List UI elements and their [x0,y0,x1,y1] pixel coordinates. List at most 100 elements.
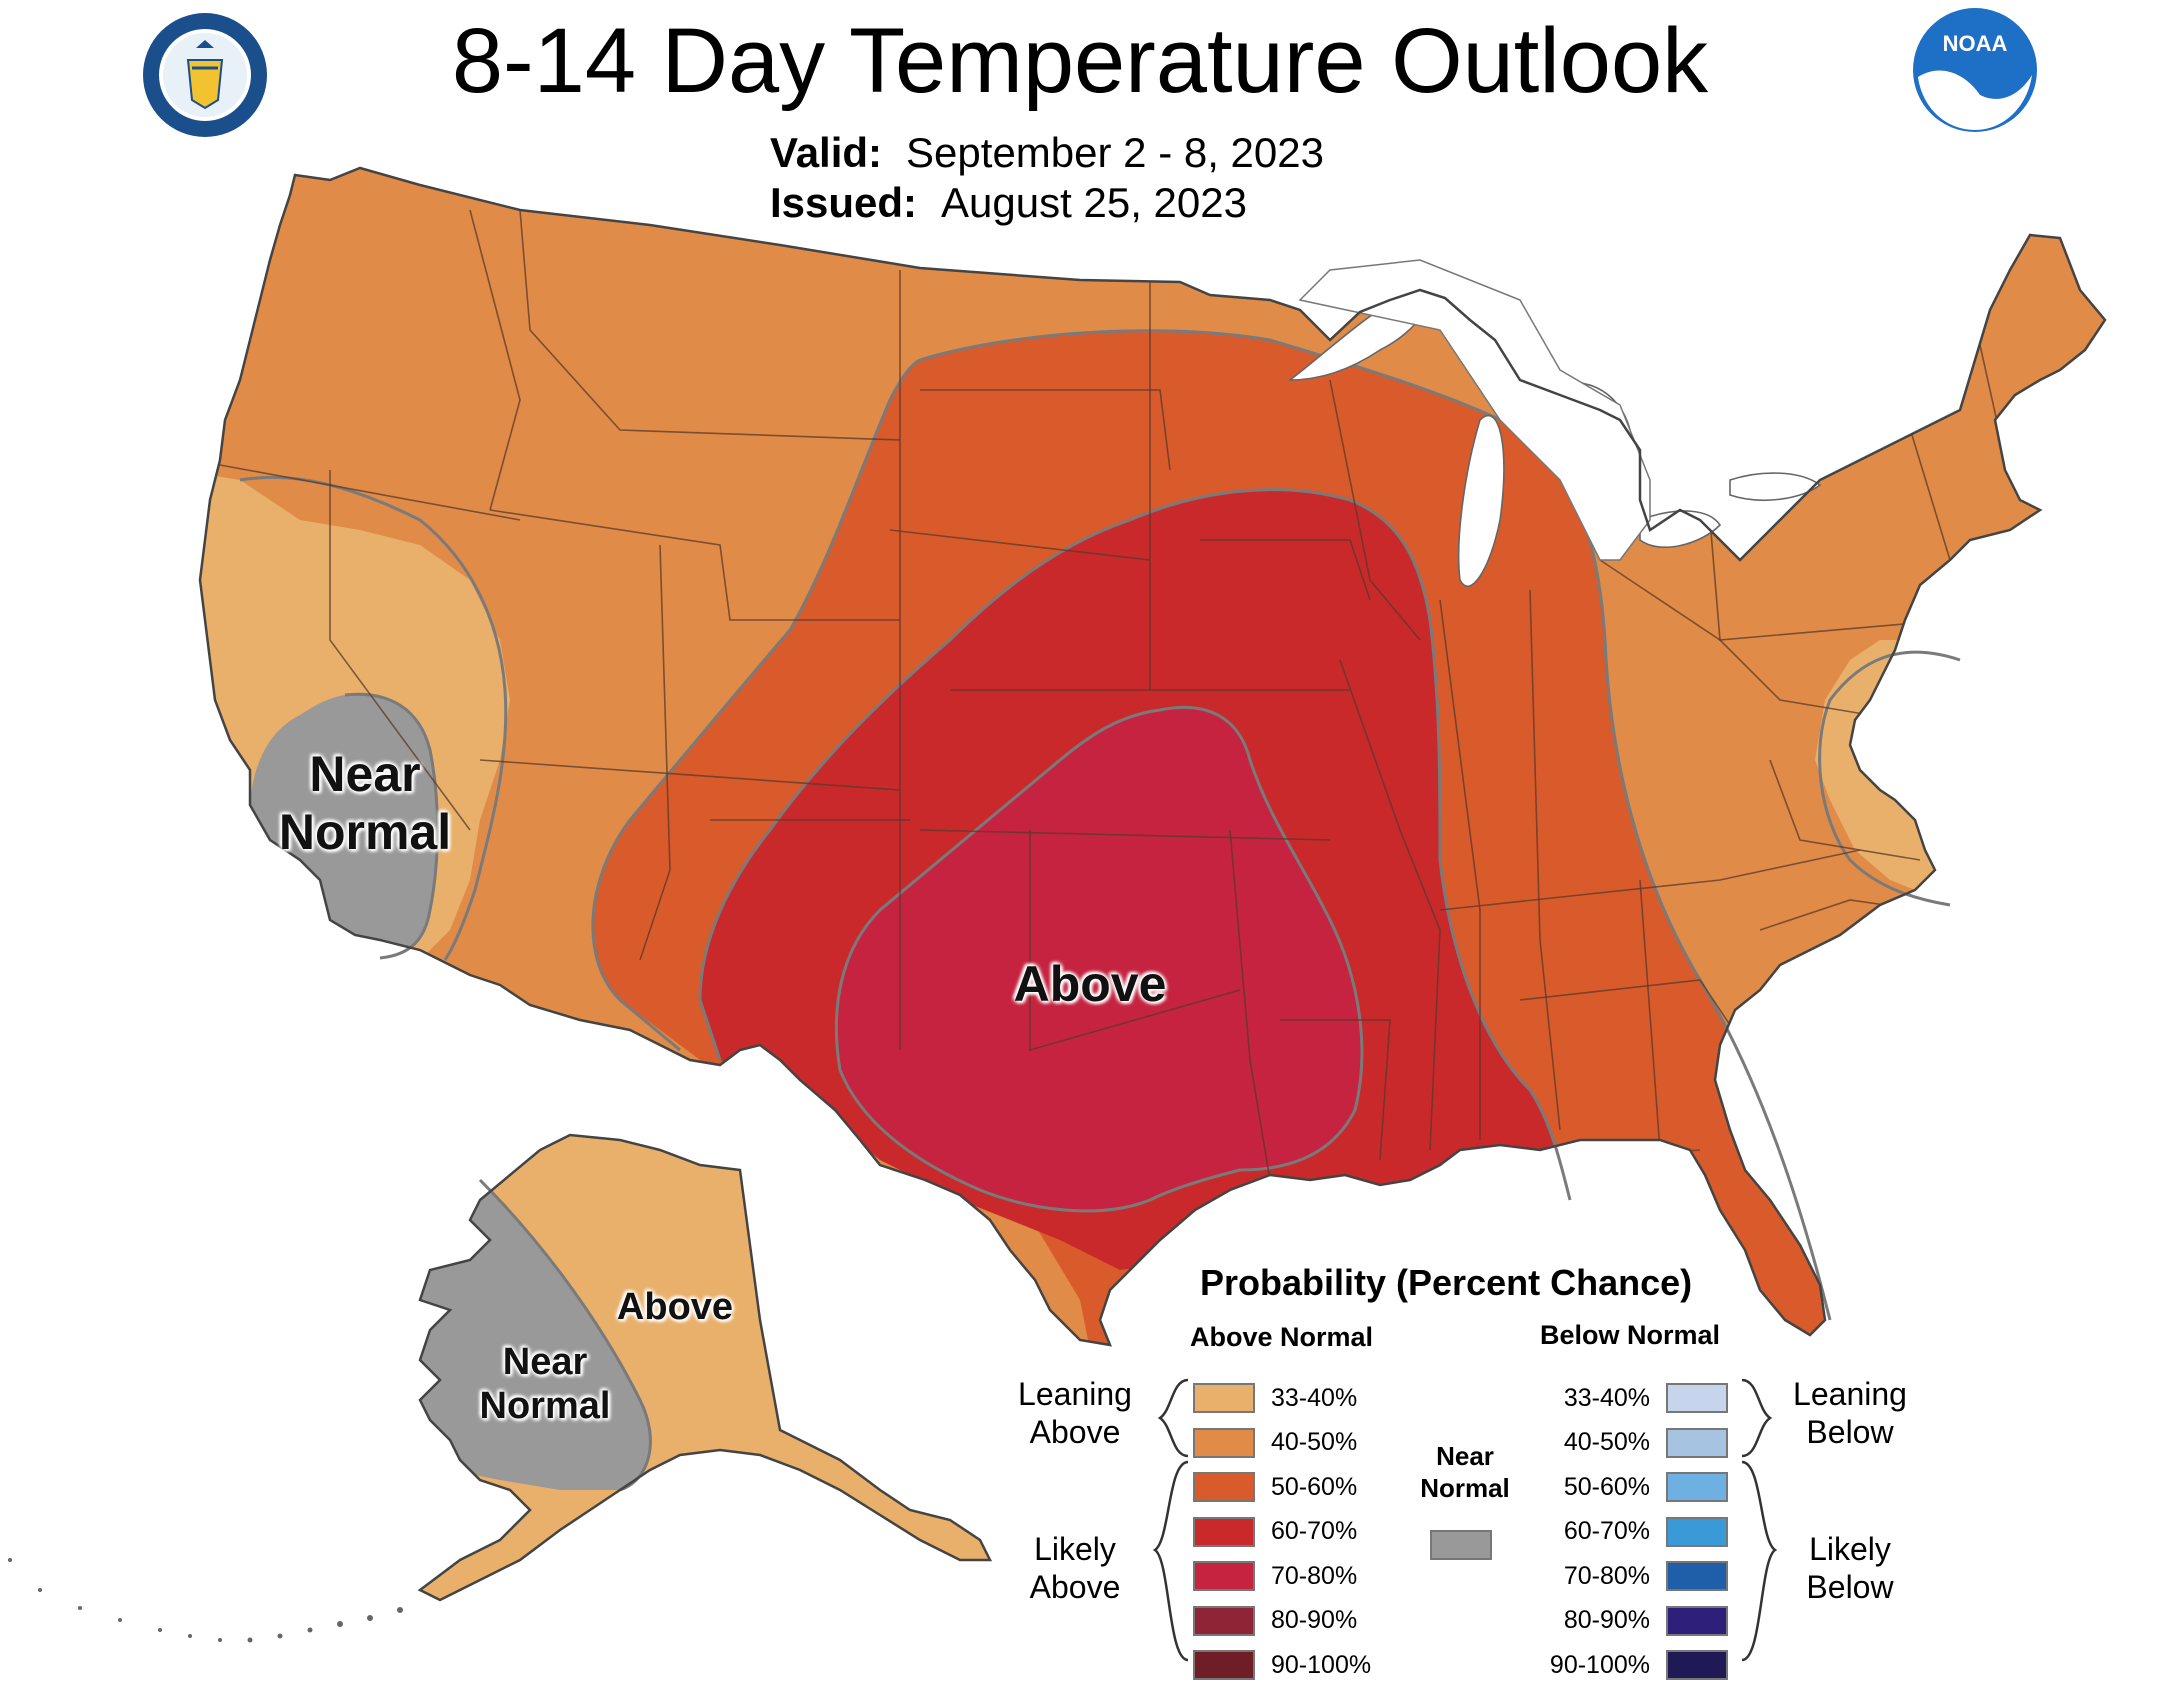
legend-below-row: 80-90% [1540,1601,1728,1641]
boundary-nv-az [639,544,671,961]
boundary-or-ca [219,464,521,521]
legend-above-row: 33-40% [1193,1378,1357,1418]
legend-below-range: 60-70% [1563,1517,1650,1545]
legend-below-range: 80-90% [1563,1606,1650,1634]
valid-row: Valid: September 2 - 8, 2023 [770,128,1324,178]
lake-ontario [1729,472,1822,501]
legend-above-swatch [1193,1605,1255,1636]
leaning-below-line1: Leaning [1793,1376,1907,1412]
legend-below-range: 70-80% [1563,1561,1650,1590]
legend-below-swatch [1666,1427,1728,1458]
legend-above-row: 50-60% [1193,1467,1357,1507]
valid-value: September 2 - 8, 2023 [906,129,1324,176]
legend-above-row: 60-70% [1193,1512,1357,1552]
legend-above-swatch [1193,1427,1255,1458]
legend-below-swatch [1666,1561,1728,1591]
issued-value: August 25, 2023 [941,179,1247,226]
boundary-tn-ky [1439,849,1861,911]
lake-michigan [1457,414,1505,587]
noaa-logo-text: NOAA [1943,31,2008,56]
conus-outline [198,166,2107,1347]
boundary-oh-pa [1599,559,1901,721]
conus-near-normal-label: Near Normal [250,745,480,861]
legend-below-range: 50-60% [1563,1472,1650,1501]
legend-below-swatch [1666,1516,1728,1547]
legend-above-range: 80-90% [1271,1606,1358,1634]
legend-above-swatch [1193,1650,1255,1680]
legend-above-row: 90-100% [1193,1645,1371,1685]
alaska-above-label: Above [616,1286,734,1328]
legend-above-row: 80-90% [1193,1601,1357,1641]
boundary-pa-ny [1709,519,1951,641]
legend-below-swatch [1666,1472,1728,1502]
likely-below-line1: Likely [1809,1531,1891,1567]
boundary-mo-il [1339,659,1441,1151]
legend-below-row: 70-80% [1540,1556,1728,1596]
legend-above-row: 40-50% [1193,1423,1357,1463]
legend-likely-below: Likely Below [1770,1530,1930,1606]
legend-above-range: 40-50% [1271,1428,1358,1456]
alaska-near-normal-line2: Normal [479,1385,611,1427]
legend-above-range: 90-100% [1271,1650,1372,1679]
boundary-ut-wy [489,509,900,621]
alaska-near-normal-line1: Near [502,1341,588,1383]
near-normal-line2: Normal [1420,1473,1510,1503]
boundary-tx-ok [1029,830,1241,1052]
legend-near-normal-swatch [1430,1530,1492,1560]
legend-below-row: 60-70% [1540,1512,1728,1552]
legend-above-range: 50-60% [1271,1472,1358,1501]
boundary-fl-ga [1559,1149,1701,1161]
boundary-az-ut [479,759,901,791]
aleutian-islands [8,1558,403,1643]
legend-title: Probability (Percent Chance) [1200,1262,1693,1303]
legend-below-range: 90-100% [1549,1650,1650,1679]
legend-above-range: 60-70% [1271,1517,1358,1545]
noaa-logo: NOAA [1913,8,2037,132]
legend-leaning-above: Leaning Above [1000,1375,1150,1451]
legend-above-swatch [1193,1561,1255,1591]
legend-below-swatch [1666,1650,1728,1680]
state-boundaries [219,209,2011,1241]
legend-below-range: 40-50% [1563,1428,1650,1456]
contour-near-normal-ca [344,692,439,960]
boundary-il-in [1439,599,1481,1140]
leaning-below-line2: Below [1806,1414,1894,1450]
legend-near-normal-label: Near Normal [1400,1440,1530,1504]
contour-60-west [698,518,1131,1061]
canada-area [1298,259,1651,561]
legend-below-row: 33-40% [1540,1378,1728,1418]
alaska-contour [478,1178,652,1492]
boundary-nd-sd [920,389,1171,471]
boundary-mt-id [519,209,901,441]
legend-below-swatch [1666,1605,1728,1636]
boundary-la-ar [1280,1019,1391,1161]
conus-near-normal-line1: Near [309,746,421,802]
likely-above-line2: Above [1029,1569,1121,1605]
likely-above-line1: Likely [1034,1531,1116,1567]
commerce-seal-logo [143,13,267,137]
legend-below-row: 90-100% [1540,1645,1728,1685]
boundary-wi-mn [1329,379,1421,641]
boundary-al-ga [1639,879,1661,1151]
near-normal-line1: Near [1436,1441,1494,1471]
alaska-outline [417,1133,993,1602]
boundary-id [469,209,521,511]
boundary-ca-nv [329,470,471,831]
valid-label: Valid: [770,129,883,176]
legend-leaning-below: Leaning Below [1770,1375,1930,1451]
legend-above-swatch [1193,1516,1255,1547]
leaning-above-line1: Leaning [1018,1376,1132,1412]
contour-33-east [1818,650,1961,907]
legend-below-row: 50-60% [1540,1467,1728,1507]
contour-60 [1129,488,1572,1201]
alaska-near-normal-label: Near Normal [445,1340,645,1428]
issued-label: Issued: [770,179,918,226]
legend-below-swatch [1666,1383,1728,1413]
contour-33-west [239,475,508,961]
legend-below-row: 40-50% [1540,1423,1728,1463]
legend-above-swatch [1193,1472,1255,1502]
legend-above-row: 70-80% [1193,1556,1357,1596]
legend-below-range: 33-40% [1563,1383,1650,1412]
